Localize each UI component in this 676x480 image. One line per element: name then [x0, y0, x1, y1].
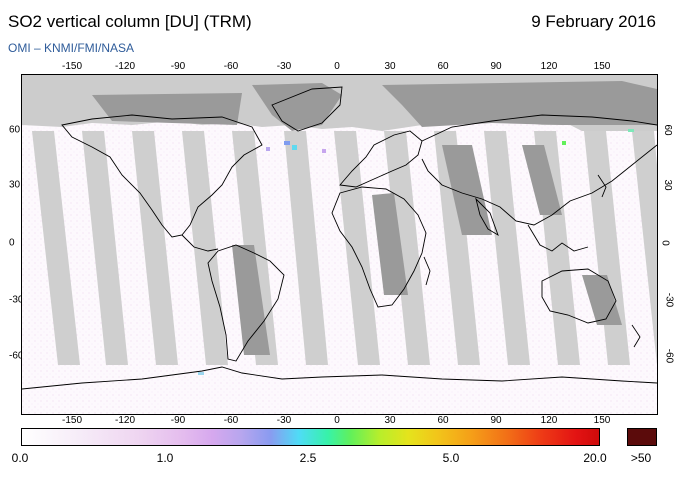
orbit-gap [284, 131, 328, 365]
orbit-gap [632, 131, 657, 365]
land-gap-greenland [252, 83, 342, 131]
lon-tick-bottom: 0 [334, 415, 340, 426]
land-gap-australia [582, 275, 622, 325]
colorbar-label: 0.0 [11, 451, 29, 465]
colorbar [21, 428, 600, 446]
land-gap-asia [382, 81, 657, 127]
colorbar-label: 2.5 [299, 451, 317, 465]
land-gap-samerica [232, 245, 270, 355]
orbit-gap [132, 131, 178, 365]
lon-tick-bottom: 120 [540, 415, 558, 426]
lat-tick-right: -60 [663, 348, 675, 364]
coast-india [475, 197, 499, 237]
orbit-gap [584, 131, 630, 365]
hotspot-pixel [198, 372, 204, 375]
lon-tick-bottom: -30 [276, 415, 292, 426]
lon-tick-bottom: -90 [170, 415, 186, 426]
lon-tick-top: 30 [384, 61, 396, 72]
hotspot-pixel [292, 145, 297, 150]
hotspot-pixel [562, 141, 566, 145]
lat-tick-left: 30 [9, 179, 21, 191]
lon-tick-top: 120 [540, 61, 558, 72]
orbit-gap-stripes [32, 131, 657, 365]
so2-hotspots [198, 129, 634, 375]
land-gap-asia3 [522, 145, 562, 215]
coast-greenland [271, 86, 343, 132]
coastlines [22, 86, 657, 390]
coast-japan [597, 174, 607, 198]
lat-tick-left: 0 [9, 237, 15, 249]
lon-tick-bottom: -120 [114, 415, 136, 426]
colorbar-label: >50 [630, 451, 652, 465]
coast-south-america [207, 244, 285, 362]
map-title: SO2 vertical column [DU] (TRM) [8, 12, 252, 31]
lon-tick-top: 150 [593, 61, 611, 72]
coast-australia [541, 268, 617, 324]
coast-africa [331, 186, 427, 308]
hotspot-pixel [322, 149, 326, 153]
lat-tick-right: 0 [659, 240, 671, 246]
orbit-gap [32, 131, 80, 365]
lon-tick-top: -120 [114, 61, 136, 72]
lat-tick-left: -30 [9, 294, 24, 306]
coast-madagascar [423, 256, 431, 286]
so2-map [21, 74, 658, 415]
lon-tick-bottom: -150 [61, 415, 83, 426]
lon-tick-top: -90 [170, 61, 186, 72]
colorbar-overflow-swatch [627, 428, 657, 446]
orbit-gap [334, 131, 380, 365]
orbit-gap [82, 131, 128, 365]
hotspot-pixel [628, 129, 634, 132]
orbit-gap [182, 131, 228, 365]
coast-antarctica [22, 366, 657, 390]
colorbar-label: 5.0 [442, 451, 460, 465]
lat-tick-right: -30 [663, 292, 675, 308]
lat-tick-left: 60 [9, 124, 21, 136]
lon-tick-bottom: 30 [384, 415, 396, 426]
lon-tick-bottom: -60 [223, 415, 239, 426]
coast-central-america [181, 234, 219, 252]
orbit-gap [484, 131, 530, 365]
hotspot-pixel [284, 141, 290, 145]
hotspot-pixel [266, 147, 270, 151]
map-date: 9 February 2016 [531, 12, 656, 31]
lat-tick-right: 60 [662, 124, 674, 136]
lat-tick-left: -60 [9, 350, 24, 362]
data-credit: OMI – KNMI/FMI/NASA [8, 41, 135, 55]
colorbar-label: 1.0 [156, 451, 174, 465]
coast-nz [631, 324, 641, 348]
lon-tick-top: 60 [437, 61, 449, 72]
colorbar-label: 20.0 [583, 451, 607, 465]
lon-tick-bottom: 90 [490, 415, 502, 426]
orbit-gap [384, 131, 430, 365]
land-gap-namerica [92, 93, 242, 125]
coast-asia [421, 114, 657, 226]
land-gap-africa [372, 193, 408, 295]
lon-tick-bottom: 60 [437, 415, 449, 426]
lon-tick-top: 90 [490, 61, 502, 72]
land-no-data [92, 81, 657, 355]
lon-tick-top: -60 [223, 61, 239, 72]
lon-tick-top: -150 [61, 61, 83, 72]
map-svg [22, 75, 657, 414]
lat-tick-right: 30 [662, 179, 674, 191]
orbit-gap [434, 131, 480, 365]
coast-se-asia [527, 224, 589, 252]
orbit-gap [232, 131, 278, 365]
coast-north-america [61, 114, 263, 238]
lon-tick-top: 0 [334, 61, 340, 72]
lon-tick-bottom: 150 [593, 415, 611, 426]
lon-tick-top: -30 [276, 61, 292, 72]
